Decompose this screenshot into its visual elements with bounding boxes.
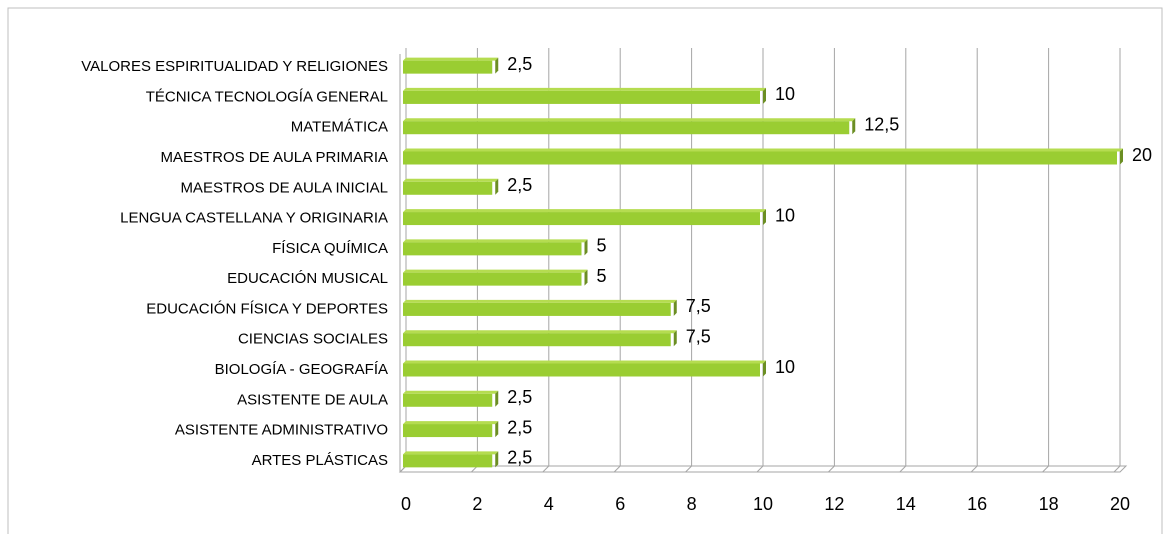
- value-label: 12,5: [864, 114, 899, 134]
- value-label: 2,5: [507, 54, 532, 74]
- bar-top: [403, 269, 588, 273]
- y-tick-label: CIENCIAS SOCIALES: [238, 331, 388, 348]
- value-label: 7,5: [686, 326, 711, 346]
- bar: [403, 363, 760, 377]
- value-label: 2,5: [507, 417, 532, 437]
- x-tick-label: 10: [753, 494, 773, 514]
- bar-top: [403, 118, 856, 122]
- value-label: 10: [775, 84, 795, 104]
- grid-line: [1113, 48, 1121, 473]
- bar-top: [403, 209, 766, 213]
- bar: [403, 242, 582, 256]
- grid-line: [685, 48, 693, 473]
- bar-top: [403, 178, 499, 182]
- bar: [403, 90, 760, 104]
- bar-top: [403, 330, 677, 334]
- grid-line: [399, 48, 407, 473]
- x-tick-label: 2: [472, 494, 482, 514]
- value-label: 20: [1132, 145, 1152, 165]
- x-tick-label: 18: [1039, 494, 1059, 514]
- bar-side: [673, 299, 677, 316]
- grid-line: [756, 48, 764, 473]
- bar: [403, 454, 493, 468]
- bar: [403, 151, 1117, 165]
- x-tick-label: 16: [967, 494, 987, 514]
- x-tick-label: 0: [401, 494, 411, 514]
- bar-side: [495, 421, 499, 438]
- bar: [403, 121, 850, 135]
- bar: [403, 272, 582, 286]
- bar-side: [763, 87, 766, 104]
- bar-side: [673, 330, 677, 347]
- bar-top: [403, 421, 499, 425]
- bar-side: [495, 390, 499, 407]
- x-tick-label: 14: [896, 494, 916, 514]
- value-label: 5: [597, 236, 607, 256]
- bar-side: [852, 118, 856, 135]
- value-label: 5: [597, 266, 607, 286]
- y-tick-label: FÍSICA QUÍMICA: [272, 240, 388, 257]
- value-label: 2,5: [507, 387, 532, 407]
- value-label: 2,5: [507, 175, 532, 195]
- value-label: 2,5: [507, 448, 532, 468]
- bar: [403, 181, 493, 195]
- y-tick-label: LENGUA CASTELLANA Y ORIGINARIA: [120, 210, 388, 227]
- bar-top: [403, 148, 1123, 152]
- bar-side: [495, 451, 499, 468]
- bar-top: [403, 360, 766, 364]
- y-tick-label: TÉCNICA TECNOLOGÍA GENERAL: [146, 88, 388, 105]
- x-tick-label: 20: [1110, 494, 1130, 514]
- y-tick-label: MATEMÁTICA: [291, 119, 388, 136]
- grid-line: [970, 48, 978, 473]
- bar-side: [763, 209, 766, 226]
- bar-top: [403, 239, 588, 243]
- y-tick-label: MAESTROS DE AULA PRIMARIA: [160, 149, 388, 166]
- bar: [403, 424, 493, 438]
- y-tick-label: EDUCACIÓN FÍSICA Y DEPORTES: [146, 300, 388, 317]
- bar-top: [403, 451, 499, 455]
- grid-line: [899, 48, 907, 473]
- bar-side: [495, 57, 499, 74]
- x-tick-label: 6: [615, 494, 625, 514]
- bar: [403, 393, 493, 407]
- y-tick-label: ASISTENTE ADMINISTRATIVO: [175, 422, 388, 439]
- bar-top: [403, 390, 499, 394]
- x-tick-label: 12: [824, 494, 844, 514]
- y-tick-label: ARTES PLÁSTICAS: [252, 452, 388, 469]
- grid-line: [471, 48, 478, 473]
- grid-line: [828, 48, 835, 473]
- y-tick-label: BIOLOGÍA - GEOGRAFÍA: [215, 361, 388, 378]
- bar: [403, 60, 493, 74]
- bar-side: [495, 178, 499, 195]
- bar-top: [403, 87, 766, 91]
- bar-top: [403, 299, 677, 303]
- bar: [403, 333, 671, 347]
- bar-side: [1120, 148, 1123, 165]
- value-label: 10: [775, 357, 795, 377]
- bar: [403, 302, 671, 316]
- bar: [403, 212, 760, 226]
- y-tick-label: MAESTROS DE AULA INICIAL: [180, 179, 388, 196]
- grid-line: [1042, 48, 1050, 473]
- chart-frame: [7, 7, 1163, 534]
- value-label: 10: [775, 205, 795, 225]
- grid-line: [613, 48, 621, 473]
- y-tick-label: VALORES ESPIRITUALIDAD Y RELIGIONES: [81, 58, 388, 75]
- x-tick-label: 4: [544, 494, 554, 514]
- bar-side: [763, 360, 766, 377]
- y-tick-label: EDUCACIÓN MUSICAL: [227, 270, 388, 287]
- bar-side: [584, 269, 588, 286]
- grid-line: [542, 48, 550, 473]
- x-tick-label: 8: [687, 494, 697, 514]
- y-tick-label: ASISTENTE DE AULA: [237, 391, 388, 408]
- bar-side: [584, 239, 588, 256]
- value-label: 7,5: [686, 296, 711, 316]
- bar-top: [403, 57, 499, 61]
